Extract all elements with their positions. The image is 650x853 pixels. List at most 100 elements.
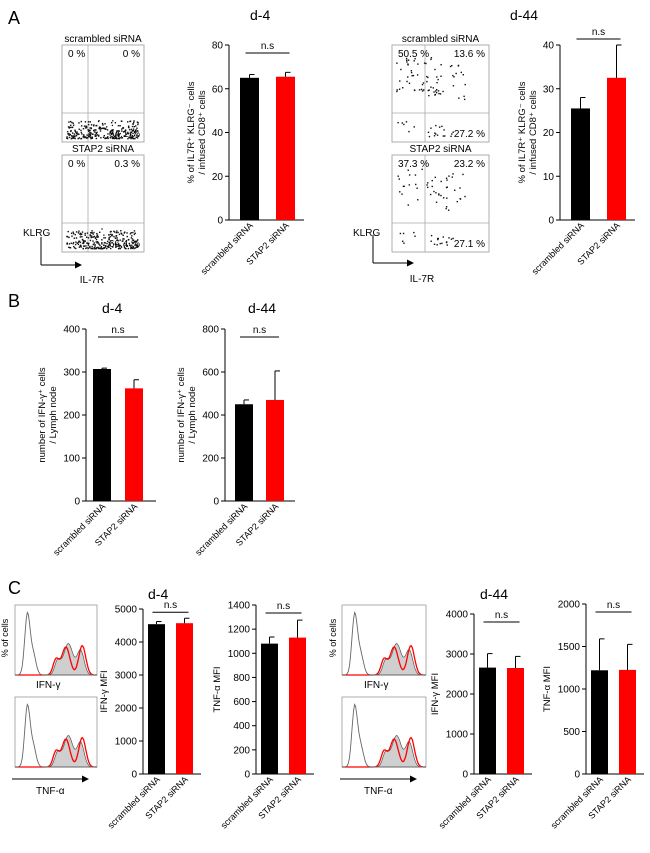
facs-dot xyxy=(69,120,72,123)
facs-dot xyxy=(421,168,423,171)
facs-dot xyxy=(122,131,125,133)
facs-dot xyxy=(398,88,401,90)
facs-dot xyxy=(111,234,113,237)
facs-dot xyxy=(102,127,104,129)
facs-dot xyxy=(66,236,69,238)
facs-dot xyxy=(453,76,455,78)
facs-dot xyxy=(434,176,436,179)
facs-dot xyxy=(90,236,92,239)
facs-dot xyxy=(91,136,94,138)
chart-title: d-4 xyxy=(102,300,122,316)
facs-dot xyxy=(422,82,425,84)
facs-dot xyxy=(442,197,445,199)
facs-dot xyxy=(85,126,88,129)
facs-dot xyxy=(71,134,73,137)
facs-dot xyxy=(137,130,139,132)
y-tick-label: 0 xyxy=(244,770,250,781)
facs-dot xyxy=(97,242,100,244)
facs-dot xyxy=(74,129,76,131)
facs-dot xyxy=(85,247,87,250)
facs-dot xyxy=(80,245,82,248)
bar xyxy=(507,668,524,774)
facs-dot xyxy=(452,173,454,175)
facs-dot xyxy=(435,91,438,94)
facs-dot xyxy=(101,243,103,245)
facs-dot xyxy=(113,235,115,238)
facs-plot-title: STAP2 siRNA xyxy=(72,144,134,155)
facs-dot xyxy=(463,98,466,101)
facs-dot xyxy=(117,124,120,127)
facs-dot xyxy=(93,246,95,249)
facs-dot xyxy=(95,137,98,140)
facs-dot xyxy=(417,63,419,65)
facs-dot xyxy=(94,131,96,133)
facs-dot xyxy=(87,129,89,131)
facs-dot xyxy=(71,126,73,129)
facs-dot xyxy=(435,90,437,92)
facs-dot xyxy=(71,121,73,124)
facs-dot xyxy=(75,241,77,243)
facs-dot xyxy=(428,94,430,97)
facs-dot xyxy=(111,124,114,127)
facs-dot xyxy=(122,238,124,240)
facs-dot xyxy=(412,74,415,77)
facs-dot xyxy=(86,232,89,234)
facs-dot xyxy=(72,241,75,244)
facs-dot xyxy=(84,127,87,129)
facs-dot xyxy=(122,127,124,129)
histogram-red-curve xyxy=(15,645,97,676)
facs-dot xyxy=(83,134,85,136)
facs-dot xyxy=(114,237,116,239)
facs-dot xyxy=(135,136,138,138)
facs-dot xyxy=(81,236,83,238)
facs-dot xyxy=(92,243,95,246)
facs-dot xyxy=(103,237,105,239)
facs-dot xyxy=(442,90,444,93)
facs-dot xyxy=(66,235,68,238)
bar xyxy=(591,670,608,774)
facs-dot xyxy=(69,133,71,136)
facs-dot xyxy=(75,131,77,133)
facs-dot xyxy=(446,197,448,199)
facs-dot xyxy=(111,132,114,135)
facs-dot xyxy=(463,95,465,98)
facs-dot xyxy=(104,242,106,244)
facs-dot xyxy=(87,247,90,249)
facs-dot xyxy=(455,72,457,75)
facs-dot xyxy=(429,193,432,196)
facs-dot xyxy=(70,130,72,133)
facs-dot xyxy=(101,239,103,241)
facs-dot xyxy=(130,136,132,139)
facs-dot xyxy=(130,128,133,131)
facs-dot xyxy=(68,246,70,248)
y-tick-label: 800 xyxy=(233,673,250,684)
facs-dot xyxy=(457,64,460,67)
facs-dot xyxy=(115,132,118,134)
facs-dot xyxy=(99,231,101,234)
facs-dot xyxy=(75,231,78,233)
facs-dot xyxy=(450,135,452,138)
facs-dot xyxy=(119,239,121,241)
facs-dot xyxy=(134,232,136,234)
facs-dot xyxy=(110,247,112,250)
facs-dot xyxy=(123,232,126,234)
facs-dot xyxy=(89,121,92,123)
y-tick-label: 1500 xyxy=(558,642,581,653)
facs-dot xyxy=(426,75,428,78)
bar xyxy=(235,404,253,501)
bar xyxy=(619,669,636,774)
facs-dot xyxy=(440,180,442,183)
y-tick-label: 10 xyxy=(543,172,555,183)
facs-dot xyxy=(430,127,432,129)
facs-dot xyxy=(71,135,73,138)
facs-dot xyxy=(441,242,443,245)
facs-dot xyxy=(82,242,84,244)
facs-dot xyxy=(78,122,80,124)
facs-dot xyxy=(445,186,448,189)
facs-dot xyxy=(137,135,140,137)
chart-title: d-44 xyxy=(480,586,508,602)
facs-plot-title: STAP2 siRNA xyxy=(409,144,471,155)
facs-dot xyxy=(89,131,91,134)
facs-dot xyxy=(118,130,121,132)
facs-dot xyxy=(132,239,135,241)
